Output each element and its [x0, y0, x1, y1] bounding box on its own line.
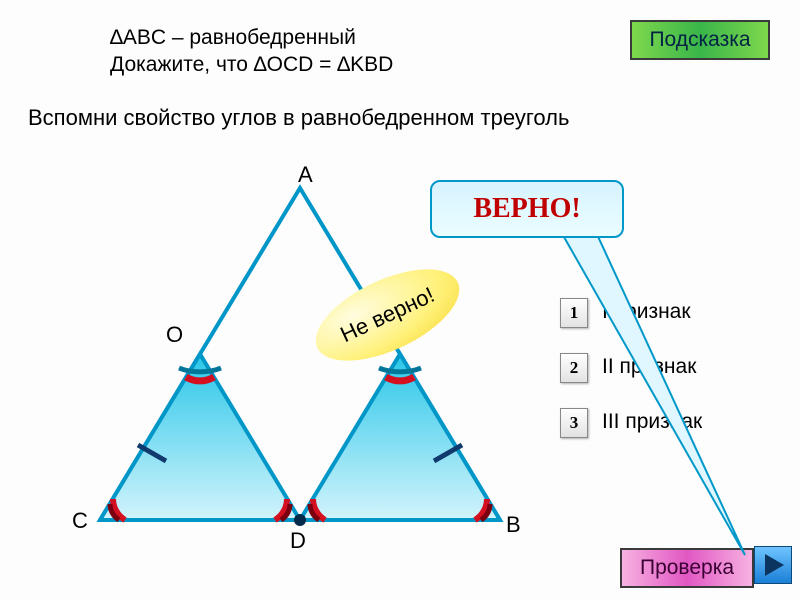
point-D-dot	[294, 514, 306, 526]
problem-line1: ∆ABC – равнобедренный	[110, 24, 393, 51]
option-2-button[interactable]: 2	[560, 353, 588, 383]
option-3-label: III признак	[602, 410, 702, 434]
label-O: O	[166, 322, 183, 348]
correct-callout: ВЕРНО!	[430, 180, 624, 238]
label-C: C	[72, 508, 88, 534]
problem-line2: Докажите, что ∆OCD = ∆KBD	[110, 51, 393, 78]
hint-recall-text: Вспомни свойство углов в равнобедренном …	[28, 105, 569, 131]
next-button[interactable]	[754, 546, 792, 584]
chevron-right-icon	[755, 547, 791, 583]
option-1-label: I признак	[602, 300, 691, 324]
check-button[interactable]: Проверка	[620, 548, 754, 588]
problem-statement: ∆ABC – равнобедренный Докажите, что ∆OCD…	[110, 24, 393, 79]
option-3-button[interactable]: 3	[560, 408, 588, 438]
option-1-button[interactable]: 1	[560, 298, 588, 328]
label-A: A	[298, 162, 313, 188]
label-B: B	[506, 512, 521, 538]
label-D: D	[290, 528, 306, 554]
correct-text: ВЕРНО!	[473, 193, 580, 225]
hint-button[interactable]: Подсказка	[630, 20, 770, 60]
option-2-label: II признак	[602, 355, 696, 379]
